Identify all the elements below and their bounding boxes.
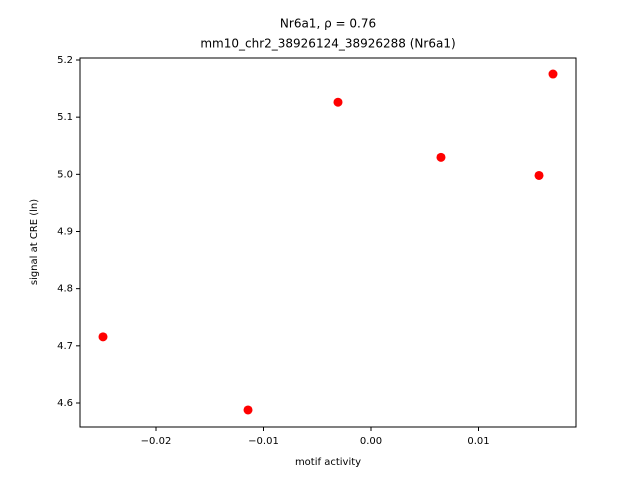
y-tick-label: 4.8 [57,284,73,295]
x-tick-label: −0.01 [248,436,279,447]
y-axis-label: signal at CRE (ln) [29,199,40,285]
y-tick-label: 4.7 [57,341,73,352]
y-tick-label: 5.1 [57,112,73,123]
chart-title: Nr6a1, ρ = 0.76 [280,17,376,31]
y-tick-label: 4.9 [57,226,73,237]
x-axis-label: motif activity [295,457,361,468]
scatter-point [436,152,446,162]
x-tick-label: −0.02 [141,436,172,447]
chart-subtitle: mm10_chr2_38926124_38926288 (Nr6a1) [200,37,455,51]
scatter-point [98,332,108,342]
x-tick-label: 0.00 [360,436,382,447]
scatter-point [534,170,544,180]
y-tick-label: 5.0 [57,169,73,180]
y-tick-label: 4.6 [57,398,73,409]
x-tick-label: 0.01 [467,436,489,447]
y-tick-label: 5.2 [57,55,73,66]
plot-frame [79,57,577,428]
scatter-point [243,405,253,415]
scatter-point [333,97,343,107]
scatter-point [548,69,558,79]
